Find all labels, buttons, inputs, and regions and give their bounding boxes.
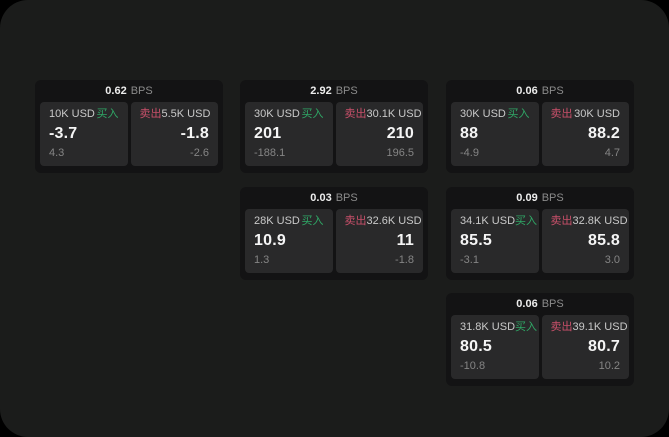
quote-card: 2.92 BPS 30K USD 买入 201 -188.1 卖出 30.1K …: [240, 80, 428, 173]
buy-quote-panel[interactable]: 10K USD 买入 -3.7 4.3: [40, 102, 128, 166]
buy-change: 1.3: [254, 254, 270, 266]
buy-price: 80.5: [460, 338, 492, 355]
bps-value: 0.09: [516, 192, 538, 204]
sell-change: 196.5: [386, 147, 414, 159]
bps-unit-label: BPS: [335, 192, 358, 204]
quote-card: 0.62 BPS 10K USD 买入 -3.7 4.3 卖出 5.5K USD: [35, 80, 223, 173]
sell-quote-panel[interactable]: 卖出 30.1K USD 210 196.5: [335, 102, 423, 166]
buy-quote-panel[interactable]: 31.8K USD 买入 80.5 -10.8: [451, 315, 539, 379]
quote-card: 0.03 BPS 28K USD 买入 10.9 1.3 卖出 32.6K US…: [240, 187, 428, 280]
sell-price: -1.8: [180, 125, 209, 142]
sell-quote-panel[interactable]: 卖出 32.8K USD 85.8 3.0: [541, 209, 629, 273]
bps-header: 0.06 BPS: [446, 293, 634, 315]
buy-side-label: 买入: [96, 108, 119, 120]
bps-value: 0.06: [516, 85, 538, 97]
sell-change: -2.6: [190, 147, 209, 159]
buy-side-label: 买入: [515, 215, 538, 227]
sell-quote-panel[interactable]: 卖出 30K USD 88.2 4.7: [541, 102, 629, 166]
buy-change: -4.9: [460, 147, 479, 159]
bps-unit-label: BPS: [541, 85, 564, 97]
buy-amount: 30K USD: [254, 108, 300, 120]
bps-header: 0.06 BPS: [446, 80, 634, 102]
bps-unit-label: BPS: [541, 298, 564, 310]
bps-value: 0.03: [310, 192, 332, 204]
bps-header: 2.92 BPS: [240, 80, 428, 102]
buy-amount: 28K USD: [254, 215, 300, 227]
sell-price: 88.2: [588, 125, 620, 142]
buy-price: 10.9: [254, 232, 286, 249]
bps-header: 0.62 BPS: [35, 80, 223, 102]
sell-side-label: 卖出: [344, 108, 367, 120]
bps-header: 0.03 BPS: [240, 187, 428, 209]
bps-value: 0.06: [516, 298, 538, 310]
quote-body: 31.8K USD 买入 80.5 -10.8 卖出 39.1K USD 80.…: [446, 315, 634, 379]
buy-amount: 31.8K USD: [460, 321, 516, 333]
buy-quote-panel[interactable]: 34.1K USD 买入 85.5 -3.1: [451, 209, 539, 273]
sell-change: 10.2: [598, 360, 620, 372]
sell-price: 11: [396, 232, 414, 249]
sell-amount: 39.1K USD: [572, 321, 628, 333]
sell-side-label: 卖出: [344, 215, 367, 227]
sell-quote-panel[interactable]: 卖出 32.6K USD 11 -1.8: [335, 209, 423, 273]
sell-amount: 32.8K USD: [572, 215, 628, 227]
buy-price: -3.7: [49, 125, 78, 142]
buy-amount: 10K USD: [49, 108, 95, 120]
quote-card: 0.06 BPS 31.8K USD 买入 80.5 -10.8 卖出 39.1…: [446, 293, 634, 386]
bps-unit-label: BPS: [130, 85, 153, 97]
buy-amount: 30K USD: [460, 108, 506, 120]
sell-side-label: 卖出: [139, 108, 162, 120]
sell-amount: 30.1K USD: [366, 108, 422, 120]
quote-body: 28K USD 买入 10.9 1.3 卖出 32.6K USD 11 -1.8: [240, 209, 428, 273]
buy-price: 201: [254, 125, 282, 142]
sell-change: 3.0: [604, 254, 620, 266]
buy-side-label: 买入: [301, 215, 324, 227]
buy-price: 88: [460, 125, 479, 142]
sell-side-label: 卖出: [550, 215, 573, 227]
buy-change: 4.3: [49, 147, 65, 159]
sell-amount: 32.6K USD: [366, 215, 422, 227]
buy-price: 85.5: [460, 232, 492, 249]
sell-price: 80.7: [588, 338, 620, 355]
sell-change: -1.8: [395, 254, 414, 266]
bps-header: 0.09 BPS: [446, 187, 634, 209]
buy-change: -10.8: [460, 360, 486, 372]
sell-side-label: 卖出: [550, 108, 573, 120]
quote-body: 30K USD 买入 201 -188.1 卖出 30.1K USD 210 1…: [240, 102, 428, 166]
buy-amount: 34.1K USD: [460, 215, 516, 227]
bps-unit-label: BPS: [541, 192, 564, 204]
sell-quote-panel[interactable]: 卖出 39.1K USD 80.7 10.2: [541, 315, 629, 379]
quote-body: 30K USD 买入 88 -4.9 卖出 30K USD 88.2 4.7: [446, 102, 634, 166]
bps-value: 2.92: [310, 85, 332, 97]
buy-quote-panel[interactable]: 30K USD 买入 201 -188.1: [245, 102, 333, 166]
sell-side-label: 卖出: [550, 321, 573, 333]
quote-card: 0.09 BPS 34.1K USD 买入 85.5 -3.1 卖出 32.8K…: [446, 187, 634, 280]
quote-body: 34.1K USD 买入 85.5 -3.1 卖出 32.8K USD 85.8…: [446, 209, 634, 273]
sell-amount: 5.5K USD: [161, 108, 211, 120]
buy-change: -3.1: [460, 254, 479, 266]
quote-card: 0.06 BPS 30K USD 买入 88 -4.9 卖出 30K USD: [446, 80, 634, 173]
buy-side-label: 买入: [515, 321, 538, 333]
sell-amount: 30K USD: [574, 108, 620, 120]
buy-change: -188.1: [254, 147, 286, 159]
quote-body: 10K USD 买入 -3.7 4.3 卖出 5.5K USD -1.8 -2.…: [35, 102, 223, 166]
buy-side-label: 买入: [301, 108, 324, 120]
sell-quote-panel[interactable]: 卖出 5.5K USD -1.8 -2.6: [130, 102, 218, 166]
sell-price: 85.8: [588, 232, 620, 249]
buy-quote-panel[interactable]: 30K USD 买入 88 -4.9: [451, 102, 539, 166]
sell-price: 210: [386, 125, 414, 142]
bps-value: 0.62: [105, 85, 127, 97]
buy-side-label: 买入: [507, 108, 530, 120]
sell-change: 4.7: [604, 147, 620, 159]
bps-unit-label: BPS: [335, 85, 358, 97]
buy-quote-panel[interactable]: 28K USD 买入 10.9 1.3: [245, 209, 333, 273]
